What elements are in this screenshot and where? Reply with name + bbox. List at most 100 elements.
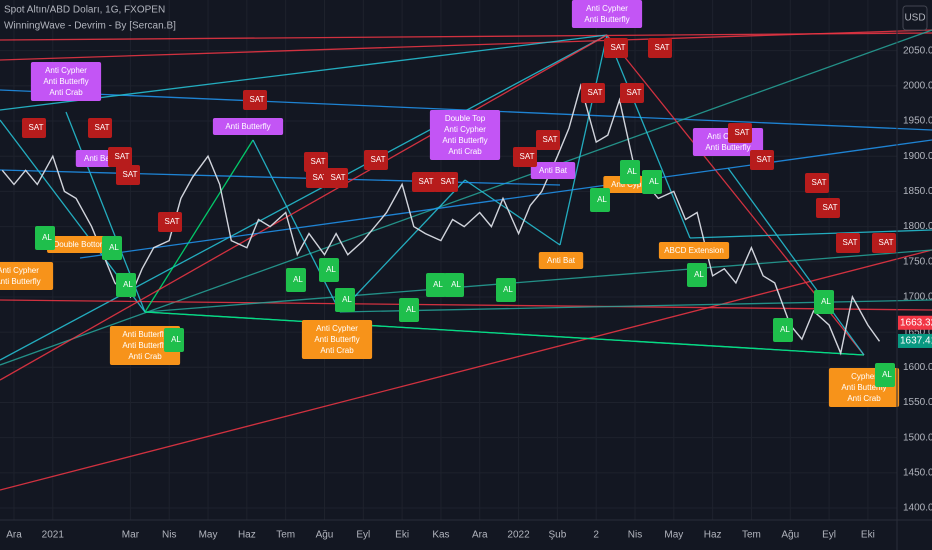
buy-signal-label: AL — [882, 370, 892, 379]
trendline — [144, 139, 254, 313]
trendline — [606, 34, 691, 239]
pattern-label-box — [530, 162, 576, 179]
sell-signal-label: SAT — [520, 152, 535, 161]
last-price-label: 1637.41 — [900, 336, 932, 347]
pattern-label-box — [429, 110, 501, 160]
sell-signal — [620, 83, 644, 103]
sell-signal-label: SAT — [311, 157, 326, 166]
sell-signal — [648, 38, 672, 58]
x-tick-label: Nis — [162, 530, 176, 541]
sell-signal — [536, 130, 560, 150]
buy-signal-label: AL — [627, 167, 637, 176]
y-tick-label: 1450.00 — [903, 467, 932, 478]
sell-signal-label: SAT — [371, 155, 386, 164]
buy-signal — [590, 188, 610, 212]
y-tick-label: 1950.00 — [903, 116, 932, 127]
x-tick-label: Eki — [395, 530, 409, 541]
y-tick-label: 1800.00 — [903, 221, 932, 232]
pattern-label-text: Double Top — [445, 114, 486, 123]
sell-signal — [243, 90, 267, 110]
sell-signal — [604, 38, 628, 58]
y-tick-label: 1500.00 — [903, 432, 932, 443]
pattern-label-box — [538, 252, 584, 269]
pattern-label-text: Anti Crab — [847, 394, 881, 403]
buy-signal — [164, 328, 184, 352]
buy-signal-label: AL — [42, 233, 52, 242]
x-tick-label: Haz — [238, 530, 256, 541]
buy-signal — [116, 273, 136, 297]
x-tick-label: Ağu — [781, 530, 799, 541]
y-tick-label: 1650.00 — [903, 327, 932, 338]
pattern-label-text: Double Bottom — [54, 240, 107, 249]
sell-signal-label: SAT — [735, 128, 750, 137]
buy-signal — [335, 288, 355, 312]
trendline — [339, 179, 466, 313]
y-tick-label: 2000.00 — [903, 80, 932, 91]
pattern-label-text: Cypher — [851, 372, 877, 381]
x-tick-label: Eyl — [822, 530, 836, 541]
sell-signal-label: SAT — [419, 177, 434, 186]
pattern-label-text: Anti Butterfly — [442, 136, 487, 145]
sell-signal — [412, 172, 436, 192]
plot — [1, 83, 881, 356]
last-price-tag — [898, 333, 932, 348]
x-tick-label: Haz — [704, 530, 722, 541]
x-tick-label: Ara — [6, 530, 22, 541]
x-tick-label: Eki — [861, 530, 875, 541]
buy-signal-label: AL — [326, 265, 336, 274]
sell-signal — [304, 152, 328, 172]
pattern-label-text: Anti Bat — [539, 166, 568, 175]
buy-signal — [426, 273, 446, 297]
x-tick-label: Şub — [548, 530, 566, 541]
x-tick-label: 2 — [593, 530, 599, 541]
buy-signal-label: AL — [109, 243, 119, 252]
trendline — [144, 249, 932, 313]
currency-button[interactable] — [902, 5, 928, 31]
pattern-label-text: ABCD Extension — [664, 246, 724, 255]
last-price-tag — [898, 315, 932, 330]
sell-signal — [872, 233, 896, 253]
buy-signal-label: AL — [821, 297, 831, 306]
buy-signal-label: AL — [694, 270, 704, 279]
trendline — [559, 34, 608, 246]
buy-signal-label: AL — [433, 280, 443, 289]
pattern-label-text: Anti Bat — [84, 154, 113, 163]
sell-signal-label: SAT — [441, 177, 456, 186]
sell-signal-label: SAT — [115, 152, 130, 161]
sell-signal-label: SAT — [823, 203, 838, 212]
pattern-label-text: Anti Butterfly — [225, 122, 270, 131]
sell-signal-label: SAT — [29, 123, 44, 132]
y-tick-label: 2050.00 — [903, 45, 932, 56]
buy-signal — [399, 298, 419, 322]
sell-signal-label: SAT — [331, 173, 346, 182]
pattern-label-text: Anti Bat — [547, 256, 576, 265]
trendline — [0, 29, 932, 366]
pattern-label-text: Anti Cypher — [0, 266, 39, 275]
buy-signal-label: AL — [597, 195, 607, 204]
pattern-label-text: Anti Butterfly — [584, 15, 629, 24]
trendline — [252, 139, 341, 313]
buy-signal — [687, 263, 707, 287]
sell-signal — [581, 83, 605, 103]
axes: 1400.00 1450.00 1500.00 1550.00 1600.00 1650.… — [6, 45, 932, 541]
y-tick-label: 1600.00 — [903, 362, 932, 373]
buy-signal-label: AL — [780, 325, 790, 334]
sell-signal — [434, 172, 458, 192]
y-tick-label: 1700.00 — [903, 292, 932, 303]
currency-button-label[interactable]: USD — [904, 13, 925, 24]
buy-signal — [814, 290, 834, 314]
x-tick-label: Tem — [276, 530, 295, 541]
sell-signal — [22, 118, 46, 138]
pattern-label-text: Anti Butterfly — [705, 143, 750, 152]
pattern-label-box — [301, 320, 373, 359]
y-tick-label: 1850.00 — [903, 186, 932, 197]
pattern-label-box — [30, 62, 102, 101]
sell-signal — [158, 212, 182, 232]
pattern-label-box — [658, 242, 730, 259]
x-tick-label: Nis — [628, 530, 642, 541]
last-price-label: 1663.32 — [900, 317, 932, 328]
x-tick-label: May — [664, 530, 683, 541]
sell-signal-label: SAT — [313, 173, 328, 182]
